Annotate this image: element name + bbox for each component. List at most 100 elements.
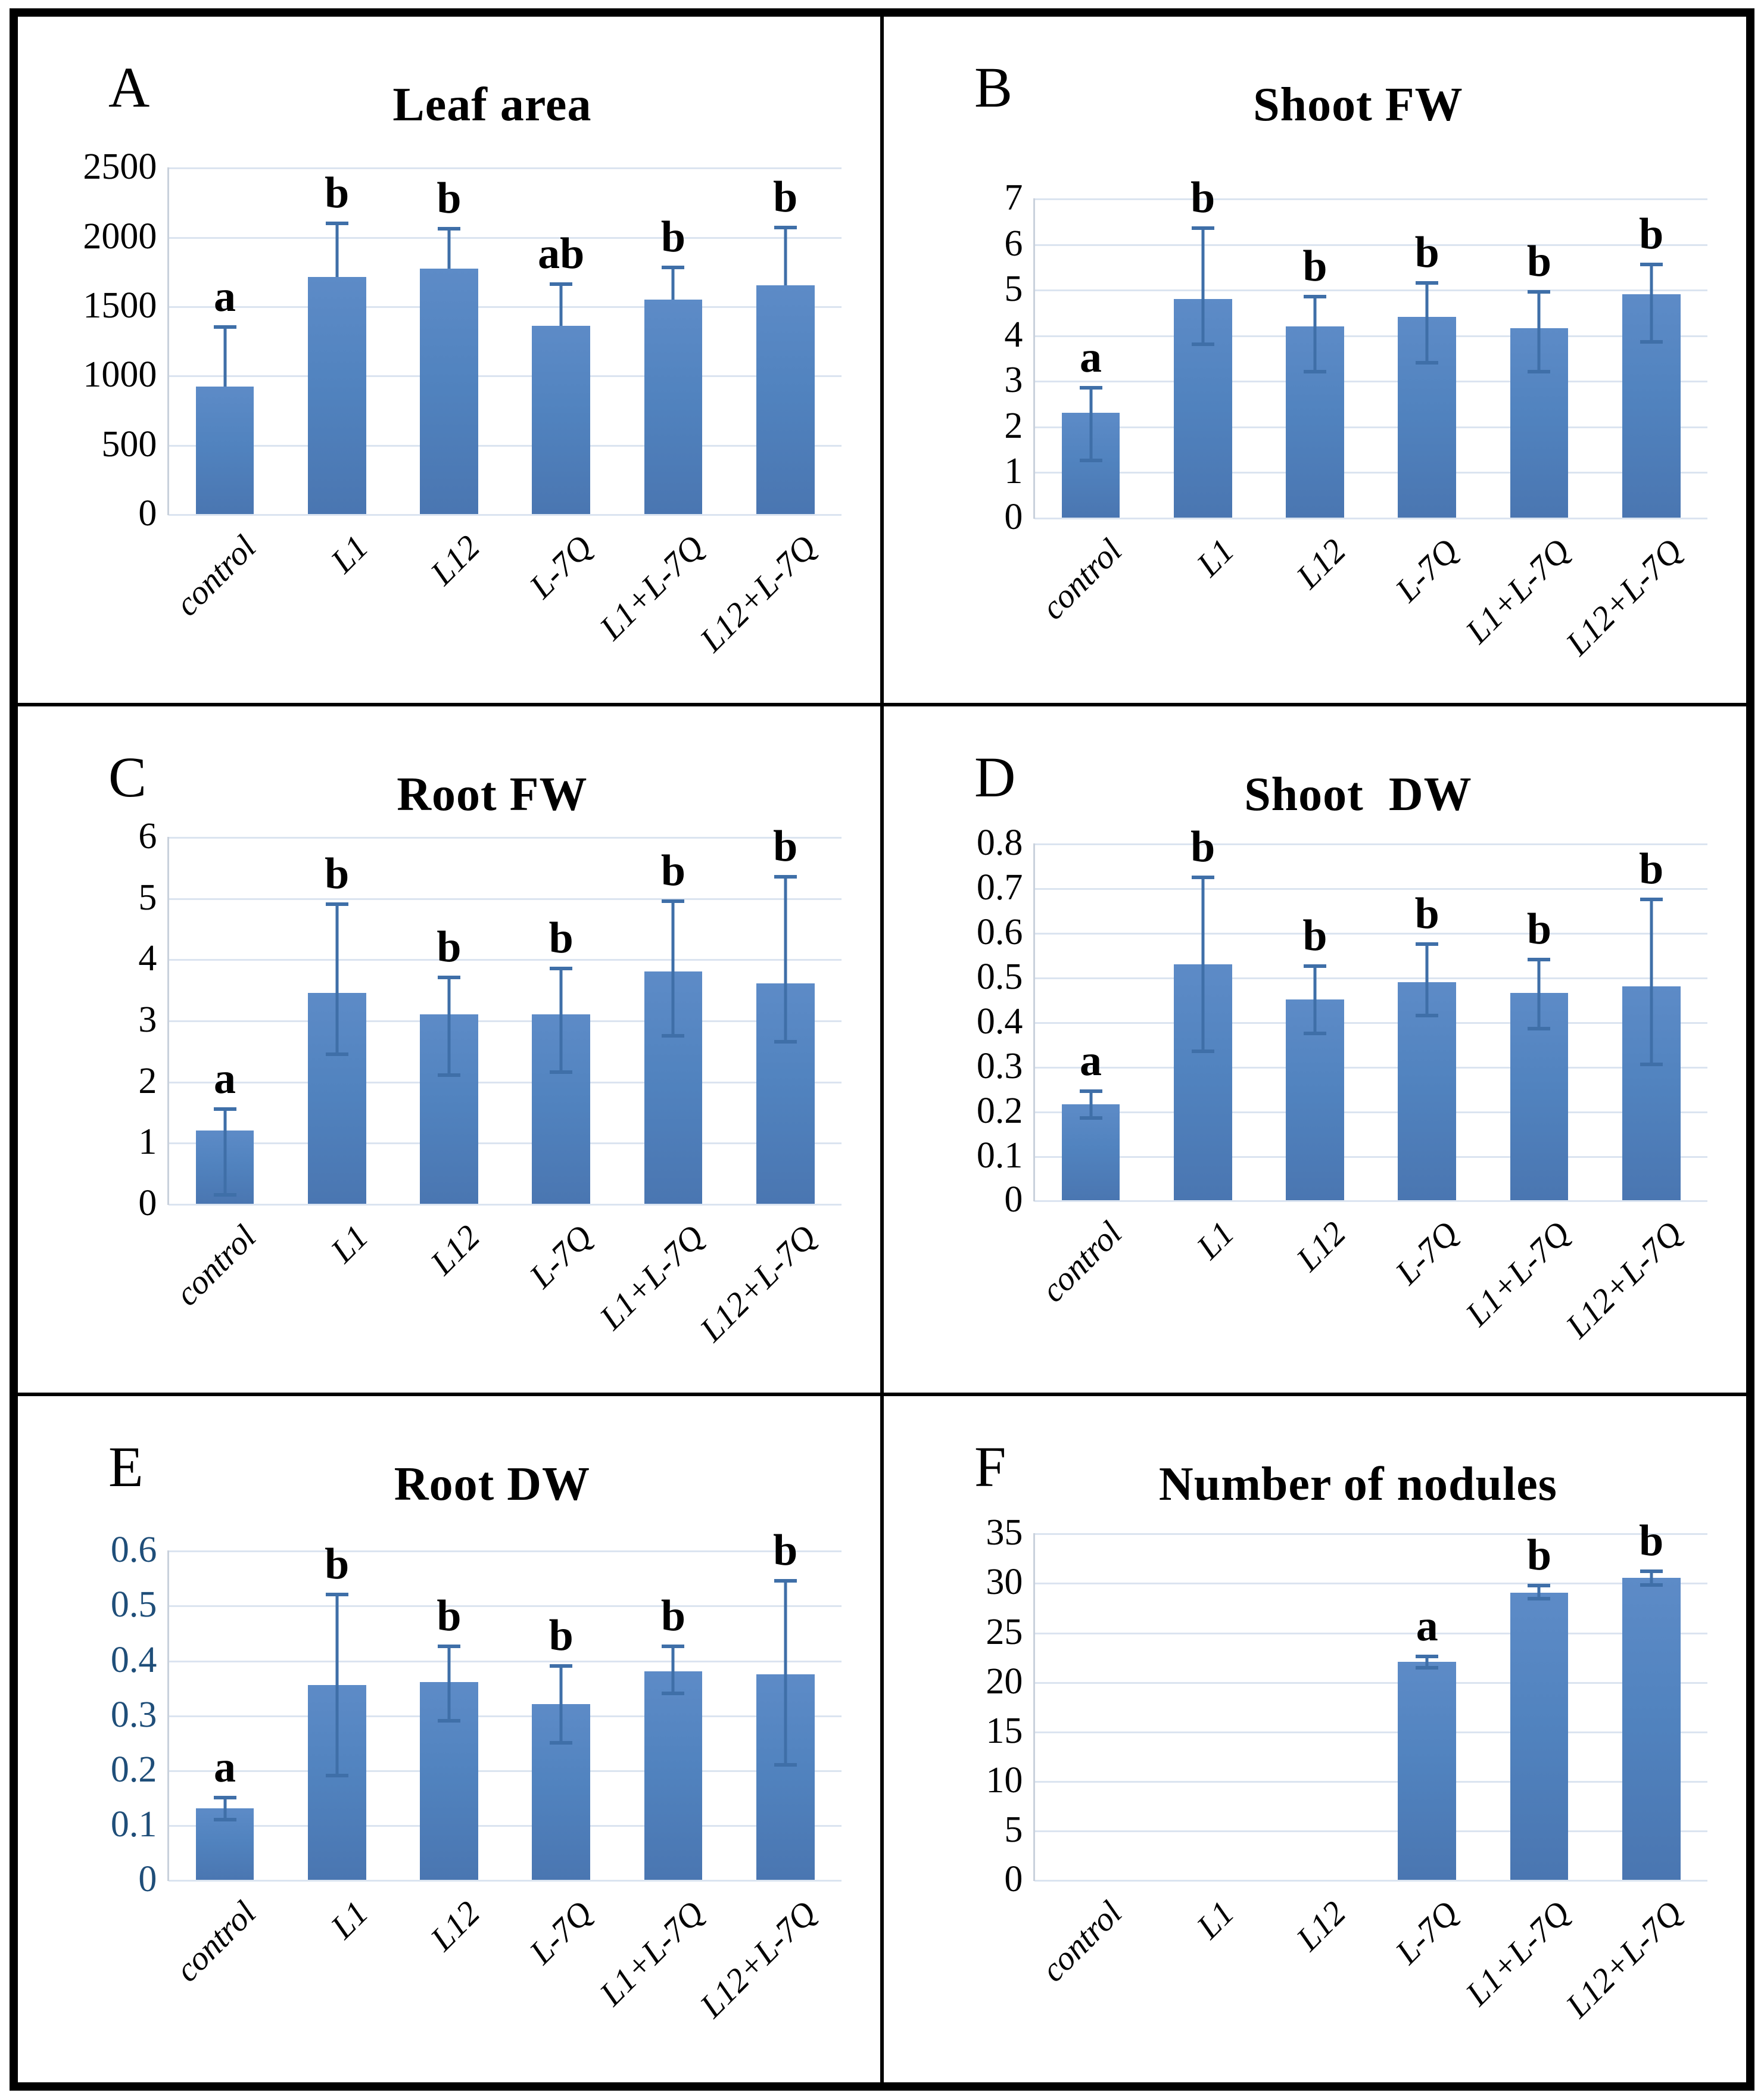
- error-bar: [559, 284, 563, 326]
- significance-letter: b: [548, 913, 574, 963]
- bar: [532, 325, 591, 515]
- error-bar-top-cap: [437, 1645, 460, 1649]
- error-bar-top-cap: [1416, 1654, 1439, 1658]
- panel-letter: A: [108, 55, 150, 120]
- significance-letter: b: [660, 1592, 686, 1641]
- gridline: [169, 898, 842, 900]
- y-tick-label: 0.5: [110, 1584, 157, 1625]
- error-bar: [447, 1646, 451, 1721]
- y-tick-label: 2: [138, 1060, 157, 1101]
- panel-f-number-of-nodules: F Number of nodules 0 5 10 15 20 25 30 35 contro…: [882, 1394, 1748, 2084]
- error-bar-top-cap: [325, 221, 348, 225]
- x-category-label: L12: [423, 528, 488, 593]
- y-tick-label: 0: [1004, 496, 1023, 537]
- error-bar: [223, 327, 226, 387]
- gridline: [169, 1715, 842, 1717]
- panel-letter: C: [108, 745, 147, 809]
- gridline: [1034, 244, 1707, 246]
- y-tick-label: 0.8: [976, 823, 1023, 864]
- error-bar-bottom-cap: [1303, 370, 1326, 374]
- error-bar: [784, 876, 787, 1042]
- y-axis-line: [1033, 843, 1036, 1202]
- panel-letter: E: [108, 1435, 144, 1499]
- error-bar: [1537, 960, 1541, 1029]
- plot-area: 0 0.1 0.2 0.3 0.4 0.5 0.6 a control b L1 b L12 b L-7Q b…: [111, 1528, 842, 2025]
- significance-letter: b: [1414, 889, 1439, 938]
- gridline: [1034, 977, 1707, 980]
- x-category-label: control: [168, 528, 263, 624]
- significance-letter: b: [325, 1539, 350, 1589]
- y-tick-label: 0.5: [976, 956, 1023, 997]
- panel-title: Number of nodules: [1158, 1458, 1557, 1511]
- gridline: [1034, 426, 1707, 428]
- significance-letter: b: [660, 846, 686, 895]
- gridline: [1034, 1880, 1707, 1882]
- gridline: [169, 1824, 842, 1827]
- x-category-label: L12+L-7Q: [693, 1894, 824, 2025]
- y-tick-label: 1000: [83, 354, 157, 395]
- significance-letter: b: [660, 212, 686, 261]
- error-bar: [559, 1665, 563, 1743]
- error-bar: [1425, 1656, 1429, 1668]
- error-bar: [1650, 899, 1653, 1065]
- error-bar: [335, 223, 339, 278]
- bar: [1510, 1593, 1569, 1880]
- gridline: [169, 1142, 842, 1145]
- y-axis-line: [1033, 198, 1036, 519]
- error-bar-bottom-cap: [213, 1817, 236, 1821]
- gridline: [1034, 1583, 1707, 1585]
- x-category-label: L1: [323, 1894, 376, 1947]
- y-tick-label: 2: [1004, 405, 1023, 446]
- gridline: [1034, 933, 1707, 935]
- y-tick-label: 500: [101, 423, 157, 465]
- gridline: [169, 236, 842, 239]
- y-tick-label: 4: [138, 938, 157, 979]
- panel-c-root-fw: C Root FW 0 1 2 3 4 5 6 a control b L1 b L12 b L-7Q b L1…: [16, 705, 882, 1394]
- x-category-label: control: [168, 1894, 263, 1989]
- gridline: [1034, 1632, 1707, 1634]
- significance-letter: b: [325, 849, 350, 898]
- y-tick-label: 1: [1004, 451, 1023, 492]
- error-bar-bottom-cap: [1640, 340, 1663, 344]
- error-bar-bottom-cap: [1528, 1597, 1551, 1601]
- panel-e-root-dw: E Root DW 0 0.1 0.2 0.3 0.4 0.5 0.6 a control b L1…: [16, 1394, 882, 2084]
- y-tick-label: 30: [986, 1562, 1023, 1603]
- gridline: [169, 1204, 842, 1206]
- y-tick-label: 5: [1004, 269, 1023, 310]
- y-tick-label: 3: [138, 999, 157, 1040]
- y-axis-line: [1033, 1533, 1036, 1882]
- error-bar: [447, 977, 451, 1076]
- plot-area: 0 500 1000 1500 2000 2500 a control b L1 b L12 ab L-7…: [83, 148, 842, 659]
- x-category-label: L12: [1289, 1214, 1354, 1279]
- significance-letter: b: [1639, 1516, 1664, 1565]
- error-bar-top-cap: [1416, 281, 1439, 285]
- x-category-label: L1+L-7Q: [1458, 1214, 1578, 1334]
- error-bar: [335, 904, 339, 1054]
- y-tick-label: 0.2: [976, 1090, 1023, 1131]
- y-tick-label: 0.6: [976, 911, 1023, 952]
- significance-letter: b: [1302, 911, 1327, 961]
- error-bar-top-cap: [774, 1578, 797, 1583]
- error-bar: [447, 228, 451, 269]
- gridline: [1034, 1533, 1707, 1536]
- panel-title: Root DW: [394, 1458, 590, 1511]
- error-bar-bottom-cap: [1191, 342, 1214, 347]
- error-bar: [1089, 1091, 1092, 1118]
- y-tick-label: 0.6: [110, 1529, 157, 1570]
- y-tick-label: 0.3: [976, 1045, 1023, 1086]
- error-bar: [1650, 264, 1653, 342]
- plot-area: 0 5 10 15 20 25 30 35 control L1 L12 a L-7Q b L1+L-7Q b…: [986, 1514, 1707, 2025]
- y-tick-label: 0: [138, 1858, 157, 1899]
- error-bar-bottom-cap: [1416, 360, 1439, 365]
- x-category-label: L-7Q: [522, 1218, 600, 1295]
- x-category-label: L-7Q: [522, 528, 600, 606]
- significance-letter: b: [437, 173, 462, 223]
- bar: [1398, 982, 1457, 1201]
- y-tick-label: 0.4: [976, 1001, 1023, 1042]
- y-axis-line: [167, 836, 170, 1206]
- significance-letter: b: [1190, 822, 1216, 871]
- gridline: [169, 1605, 842, 1608]
- error-bar: [784, 1580, 787, 1765]
- x-category-label: control: [1034, 531, 1129, 627]
- error-bar-top-cap: [662, 1645, 685, 1649]
